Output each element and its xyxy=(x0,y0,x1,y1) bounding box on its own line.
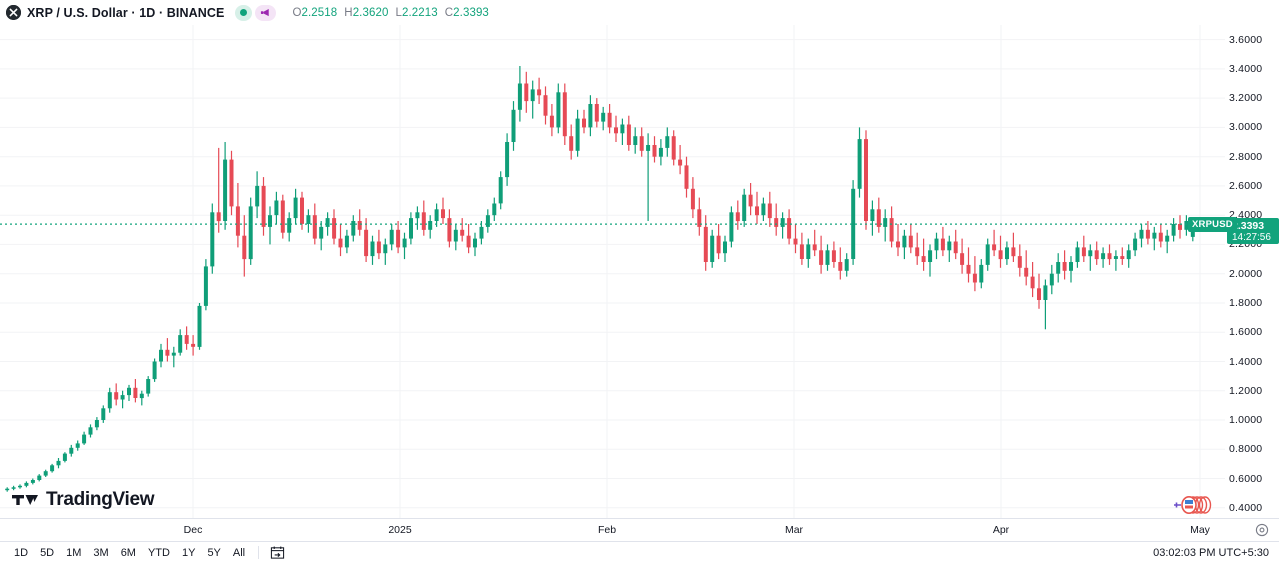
ohlc-open: O2.2518 xyxy=(292,7,337,19)
chart-canvas[interactable] xyxy=(0,25,1225,518)
timeframe-button-1d[interactable]: 1D xyxy=(8,545,34,561)
timeframe-button-3m[interactable]: 3M xyxy=(87,545,114,561)
time-tick-label: Mar xyxy=(784,524,804,536)
timeframe-button-all[interactable]: All xyxy=(227,545,251,561)
market-status-pill[interactable] xyxy=(235,4,253,21)
colored-rings-logo-icon xyxy=(1170,494,1216,521)
crosshair-target-icon[interactable] xyxy=(1255,523,1269,542)
bottom-toolbar: 1D 5D 1M 3M 6M YTD 1Y 5Y All 03:02:03 PM UTC+5:3… xyxy=(0,541,1279,563)
tradingview-watermark-text: TradingView xyxy=(46,489,155,510)
ohlc-high: H2.3620 xyxy=(344,7,388,19)
price-tick-label: 0.4000 xyxy=(1229,501,1263,514)
price-tick-label: 3.2000 xyxy=(1229,92,1263,105)
ohlc-open-label: O xyxy=(292,6,302,19)
price-tick-label: 1.2000 xyxy=(1229,384,1263,397)
timeframe-button-1m[interactable]: 1M xyxy=(60,545,87,561)
current-price-value: 2.3393 xyxy=(1232,220,1265,233)
clock-readout: 03:02:03 PM UTC+5:30 xyxy=(1153,546,1269,559)
ohlc-high-label: H xyxy=(344,6,353,19)
price-tick-label: 1.4000 xyxy=(1229,355,1263,368)
timeframe-button-5d[interactable]: 5D xyxy=(34,545,60,561)
share-pill[interactable] xyxy=(255,4,277,21)
candlestick-plot xyxy=(0,25,1225,518)
chart-header: XRP / U.S. Dollar · 1D · BINANCE O2.2518… xyxy=(0,0,1279,25)
header-status-group xyxy=(235,4,277,21)
timeframe-button-1y[interactable]: 1Y xyxy=(176,545,201,561)
time-tick-label: Feb xyxy=(597,524,617,536)
time-scale[interactable]: Dec 2025 Feb Mar Apr May xyxy=(0,518,1279,541)
price-tick-label: 0.8000 xyxy=(1229,443,1263,456)
tradingview-watermark: TradingView xyxy=(12,489,155,511)
price-tick-label: 2.0000 xyxy=(1229,267,1263,280)
timeframe-button-ytd[interactable]: YTD xyxy=(142,545,176,561)
ohlc-low-label: L xyxy=(395,6,402,19)
ohlc-readout: O2.2518 H2.3620 L2.2213 C2.3393 xyxy=(292,7,495,19)
price-tick-label: 1.8000 xyxy=(1229,297,1263,309)
ohlc-close: C2.3393 xyxy=(445,7,489,19)
calendar-goto-icon[interactable] xyxy=(266,545,289,560)
timeframe-button-5y[interactable]: 5Y xyxy=(201,545,226,561)
green-dot-market-open-icon xyxy=(240,9,248,16)
price-tick-label: 3.0000 xyxy=(1229,121,1263,134)
time-tick-label: Apr xyxy=(992,524,1010,536)
tradingview-logo-icon xyxy=(12,495,38,505)
time-tick-label: 2025 xyxy=(388,524,412,536)
price-scale[interactable]: 3.6000 3.4000 3.2000 3.0000 2.8000 2.6000 2.40… xyxy=(1225,25,1279,518)
symbol-title[interactable]: XRP / U.S. Dollar · 1D · BINANCE xyxy=(27,5,225,20)
share-broadcast-icon xyxy=(261,9,270,17)
toolbar-divider xyxy=(258,546,260,559)
ohlc-low: L2.2213 xyxy=(395,7,437,19)
xrp-circle-x-icon xyxy=(6,5,21,20)
current-price-countdown: 14:27:56 xyxy=(1232,232,1271,244)
price-tick-label: 0.6000 xyxy=(1229,472,1263,485)
time-tick-label: Dec xyxy=(183,524,203,536)
price-tick-label: 2.6000 xyxy=(1229,179,1263,192)
price-tick-label: 1.0000 xyxy=(1229,414,1263,426)
price-tick-label: 2.8000 xyxy=(1229,150,1263,163)
ohlc-high-value: 2.3620 xyxy=(352,6,389,19)
price-line-symbol-tag: XRPUSD xyxy=(1188,217,1237,233)
ohlc-low-value: 2.2213 xyxy=(401,6,438,19)
timeframe-button-6m[interactable]: 6M xyxy=(115,545,142,561)
timeframe-button-group: 1D 5D 1M 3M 6M YTD 1Y 5Y All xyxy=(0,545,251,561)
price-tick-label: 3.6000 xyxy=(1229,33,1263,46)
time-tick-label: May xyxy=(1190,524,1210,536)
ohlc-close-label: C xyxy=(444,6,454,19)
ohlc-open-value: 2.2518 xyxy=(301,6,338,19)
price-tick-label: 1.6000 xyxy=(1229,326,1263,339)
price-tick-label: 3.4000 xyxy=(1229,62,1263,75)
ohlc-close-value: 2.3393 xyxy=(453,6,489,19)
